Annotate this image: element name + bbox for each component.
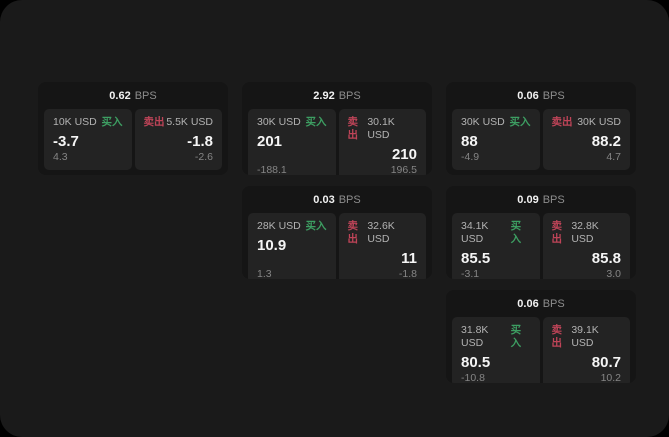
bps-value: 2.92 — [313, 89, 335, 102]
buy-side-label: 买入 — [101, 116, 123, 128]
buy-sub-value: -3.1 — [461, 268, 480, 279]
buy-amount: 28K USD — [257, 220, 301, 232]
quote-card: 0.06 BPS 30K USD 买入 88 -4.9 卖出 30K USD — [446, 82, 636, 175]
buy-sell-panels: 31.8K USD 买入 80.5 -10.8 卖出 39.1K USD 80.… — [446, 317, 636, 383]
bps-value: 0.06 — [517, 89, 539, 102]
sell-sub-value: -2.6 — [194, 151, 213, 163]
buy-price: 88 — [461, 133, 478, 150]
quote-card: 2.92 BPS 30K USD 买入 201 -188.1 卖出 30.1K … — [242, 82, 432, 175]
buy-sub-value: -188.1 — [257, 164, 287, 175]
buy-sell-panels: 30K USD 买入 88 -4.9 卖出 30K USD 88.2 4.7 — [446, 109, 636, 175]
card-header: 2.92 BPS — [242, 82, 432, 109]
sell-side-label: 卖出 — [551, 116, 573, 128]
buy-sell-panels: 30K USD 买入 201 -188.1 卖出 30.1K USD 210 1… — [242, 109, 432, 175]
buy-price: 10.9 — [257, 237, 287, 254]
buy-panel[interactable]: 30K USD 买入 201 -188.1 — [248, 109, 336, 175]
bps-value: 0.09 — [517, 193, 539, 206]
quote-card: 0.09 BPS 34.1K USD 买入 85.5 -3.1 卖出 32.8K… — [446, 186, 636, 279]
buy-sub-value: 1.3 — [257, 268, 272, 279]
buy-price: -3.7 — [53, 133, 79, 150]
sell-price: 11 — [401, 250, 417, 267]
bps-unit-label: BPS — [542, 193, 565, 206]
sell-price: 210 — [391, 146, 417, 163]
card-header: 0.03 BPS — [242, 186, 432, 213]
sell-sub-value: 4.7 — [606, 151, 621, 163]
sell-side-label: 卖出 — [143, 116, 165, 128]
quote-card: 0.62 BPS 10K USD 买入 -3.7 4.3 卖出 5.5K USD — [38, 82, 228, 175]
sell-amount: 32.6K USD — [367, 220, 395, 245]
sell-price: -1.8 — [187, 133, 213, 150]
sell-amount: 5.5K USD — [166, 116, 213, 128]
sell-panel[interactable]: 卖出 30.1K USD 210 196.5 — [338, 109, 426, 175]
buy-sub-value: -10.8 — [461, 372, 485, 383]
buy-amount: 31.8K USD — [461, 324, 489, 349]
sell-price: 88.2 — [591, 133, 621, 150]
buy-side-label: 买入 — [305, 116, 327, 128]
bps-value: 0.62 — [109, 89, 131, 102]
buy-sub-value: 4.3 — [53, 151, 68, 163]
sell-sub-value: -1.8 — [398, 268, 417, 279]
buy-price: 80.5 — [461, 354, 491, 371]
buy-panel[interactable]: 34.1K USD 买入 85.5 -3.1 — [452, 213, 540, 279]
quote-card-grid: 0.62 BPS 10K USD 买入 -3.7 4.3 卖出 5.5K USD — [38, 82, 636, 383]
buy-amount: 34.1K USD — [461, 220, 489, 245]
quote-card: 0.03 BPS 28K USD 买入 10.9 1.3 卖出 32.6K US… — [242, 186, 432, 279]
sell-sub-value: 10.2 — [600, 372, 621, 383]
buy-side-label: 买入 — [510, 324, 522, 349]
buy-price: 201 — [257, 133, 283, 150]
bps-unit-label: BPS — [338, 89, 361, 102]
buy-panel[interactable]: 10K USD 买入 -3.7 4.3 — [44, 109, 132, 170]
bps-unit-label: BPS — [542, 297, 565, 310]
bps-unit-label: BPS — [134, 89, 157, 102]
sell-amount: 30.1K USD — [367, 116, 395, 141]
sell-side-label: 卖出 — [551, 324, 563, 349]
sell-panel[interactable]: 卖出 5.5K USD -1.8 -2.6 — [134, 109, 222, 170]
bps-value: 0.06 — [517, 297, 539, 310]
buy-panel[interactable]: 30K USD 买入 88 -4.9 — [452, 109, 540, 170]
sell-price: 80.7 — [591, 354, 621, 371]
card-header: 0.06 BPS — [446, 82, 636, 109]
sell-sub-value: 196.5 — [390, 164, 417, 175]
quote-card: 0.06 BPS 31.8K USD 买入 80.5 -10.8 卖出 39.1… — [446, 290, 636, 383]
card-header: 0.09 BPS — [446, 186, 636, 213]
sell-amount: 30K USD — [577, 116, 621, 128]
buy-sell-panels: 28K USD 买入 10.9 1.3 卖出 32.6K USD 11 -1.8 — [242, 213, 432, 279]
buy-price: 85.5 — [461, 250, 491, 267]
sell-panel[interactable]: 卖出 32.6K USD 11 -1.8 — [338, 213, 426, 279]
buy-panel[interactable]: 31.8K USD 买入 80.5 -10.8 — [452, 317, 540, 383]
card-header: 0.06 BPS — [446, 290, 636, 317]
buy-panel[interactable]: 28K USD 买入 10.9 1.3 — [248, 213, 336, 279]
buy-side-label: 买入 — [510, 220, 522, 245]
buy-sub-value: -4.9 — [461, 151, 480, 163]
sell-amount: 32.8K USD — [571, 220, 599, 245]
buy-side-label: 买入 — [305, 220, 327, 232]
sell-sub-value: 3.0 — [606, 268, 621, 279]
sell-panel[interactable]: 卖出 30K USD 88.2 4.7 — [542, 109, 630, 170]
buy-sell-panels: 10K USD 买入 -3.7 4.3 卖出 5.5K USD -1.8 -2.… — [38, 109, 228, 175]
sell-side-label: 卖出 — [347, 116, 359, 141]
buy-sell-panels: 34.1K USD 买入 85.5 -3.1 卖出 32.8K USD 85.8… — [446, 213, 636, 279]
card-header: 0.62 BPS — [38, 82, 228, 109]
sell-amount: 39.1K USD — [571, 324, 599, 349]
sell-side-label: 卖出 — [551, 220, 563, 245]
buy-amount: 30K USD — [257, 116, 301, 128]
bps-unit-label: BPS — [338, 193, 361, 206]
sell-panel[interactable]: 卖出 32.8K USD 85.8 3.0 — [542, 213, 630, 279]
buy-side-label: 买入 — [509, 116, 531, 128]
bps-unit-label: BPS — [542, 89, 565, 102]
sell-side-label: 卖出 — [347, 220, 359, 245]
sell-price: 85.8 — [591, 250, 621, 267]
buy-amount: 10K USD — [53, 116, 97, 128]
bps-value: 0.03 — [313, 193, 335, 206]
sell-panel[interactable]: 卖出 39.1K USD 80.7 10.2 — [542, 317, 630, 383]
buy-amount: 30K USD — [461, 116, 505, 128]
